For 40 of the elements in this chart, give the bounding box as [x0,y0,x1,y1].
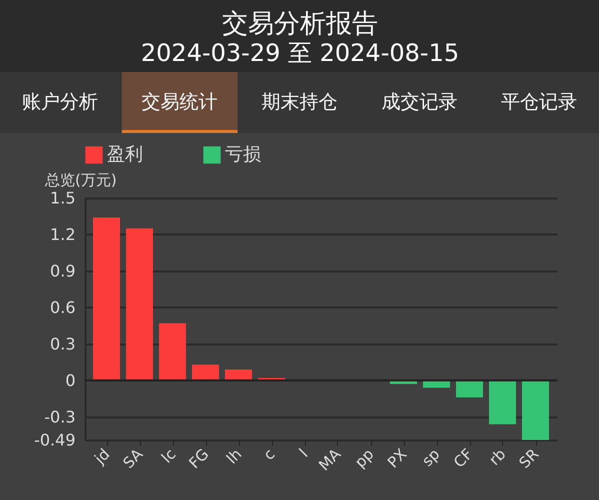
bar [192,364,219,380]
y-axis-title: 总览(万元) [44,171,117,189]
x-tick-label: lh [222,445,246,468]
bar [522,380,549,440]
legend-label: 盈利 [107,144,143,165]
x-tick-label: c [260,445,278,464]
legend-label: 亏损 [225,144,261,165]
x-tick-label: PX [384,445,410,472]
x-tick-label: rb [486,445,510,469]
chart-subtitle: 2024-03-29 至 2024-08-15 [140,39,460,67]
text: 成交记录 [381,91,458,113]
bar [126,228,153,380]
bar [456,380,483,398]
y-tick-label: 0.6 [50,298,76,317]
x-tick-label: jd [90,445,114,468]
text: 账户分析 [22,91,98,113]
y-tick-label: 0 [65,370,76,390]
y-tick-label: 1.2 [50,224,76,244]
y-tick-label: -0.49 [34,430,76,450]
y-tick-label: 0.9 [50,261,76,280]
x-tick-label: l [296,445,312,461]
bar [489,380,516,424]
x-tick-label: lc [158,445,180,467]
chart-title: 交易分析报告 [222,9,378,39]
y-tick-label: -0.3 [44,407,76,426]
x-tick-label: pp [351,445,378,472]
x-tick-label: MA [315,444,345,474]
x-tick-label: CF [450,445,476,472]
y-tick-label: 1.5 [50,188,76,208]
bar [159,323,186,380]
bar [93,217,120,380]
text: 交易统计 [142,91,218,113]
text: 平仓记录 [501,91,578,113]
x-tick-label: SA [119,444,147,472]
y-tick-label: 0.3 [50,334,76,354]
x-tick-label: FG [185,445,212,472]
x-tick-label: sp [418,445,444,470]
x-tick-label: SR [516,445,542,472]
text: 期末持仓 [262,91,338,113]
bar [225,369,252,380]
